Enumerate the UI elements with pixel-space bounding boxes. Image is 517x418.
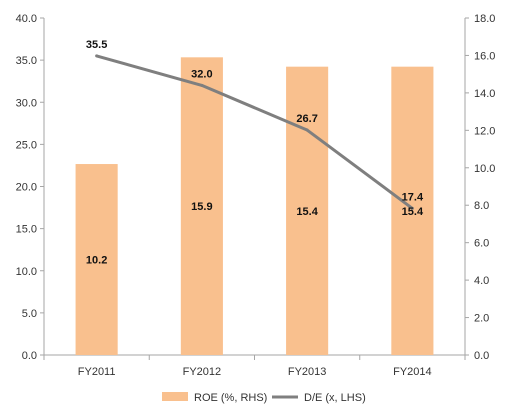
right-tick-label: 16.0: [474, 50, 495, 62]
legend-swatch-roe: [162, 392, 188, 401]
de-point: [200, 83, 204, 87]
de-data-label: 26.7: [296, 113, 317, 125]
left-tick-label: 20.0: [16, 182, 37, 194]
roe-data-label: 15.4: [402, 206, 424, 218]
legend-label-de: D/E (x, LHS): [304, 392, 366, 404]
right-tick-label: 4.0: [474, 275, 489, 287]
bar-series: [75, 57, 434, 356]
line-series: [95, 54, 414, 210]
chart-legend: ROE (%, RHS) D/E (x, LHS): [162, 392, 366, 404]
left-tick-label: 35.0: [16, 55, 37, 67]
left-tick-label: 0.0: [22, 350, 37, 362]
right-tick-label: 8.0: [474, 200, 489, 212]
right-tick-label: 2.0: [474, 313, 489, 325]
roe-data-label: 10.2: [86, 255, 107, 267]
data-labels: 10.2 15.9 15.4 15.4 35.5 32.0 26.7 17.4: [86, 39, 424, 267]
roe-data-label: 15.4: [296, 206, 318, 218]
de-data-label: 32.0: [191, 68, 212, 80]
left-tick-label: 10.0: [16, 266, 37, 278]
left-tick-label: 30.0: [16, 97, 37, 109]
de-point: [95, 54, 99, 58]
roe-bar: [286, 66, 329, 355]
x-tick-label: FY2013: [288, 366, 327, 378]
right-tick-label: 0.0: [474, 350, 489, 362]
left-tick-label: 15.0: [16, 224, 37, 236]
right-tick-label: 14.0: [474, 88, 495, 100]
de-line: [96, 54, 414, 210]
left-tick-label: 5.0: [22, 308, 37, 320]
left-tick-label: 25.0: [16, 139, 37, 151]
de-data-label: 17.4: [402, 191, 424, 203]
right-tick-label: 10.0: [474, 163, 495, 175]
right-tick-label: 6.0: [474, 238, 489, 250]
roe-data-label: 15.9: [191, 201, 212, 213]
legend-label-roe: ROE (%, RHS): [194, 392, 267, 404]
roe-bar: [180, 57, 223, 356]
right-tick-label: 12.0: [474, 125, 495, 137]
x-tick-label: FY2014: [393, 366, 432, 378]
roe-bar: [391, 66, 434, 355]
de-point: [305, 128, 309, 132]
x-tick-label: FY2011: [78, 366, 116, 378]
de-point: [410, 206, 414, 210]
chart-axes: 0.0 5.0 10.0 15.0 20.0 25.0 30.0 35.0 40.0 0.0 2.0…: [16, 13, 496, 378]
roe-bar: [75, 164, 118, 355]
left-tick-label: 40.0: [16, 13, 37, 25]
right-tick-label: 18.0: [474, 13, 495, 25]
x-tick-label: FY2012: [183, 366, 222, 378]
de-data-label: 35.5: [86, 39, 107, 51]
